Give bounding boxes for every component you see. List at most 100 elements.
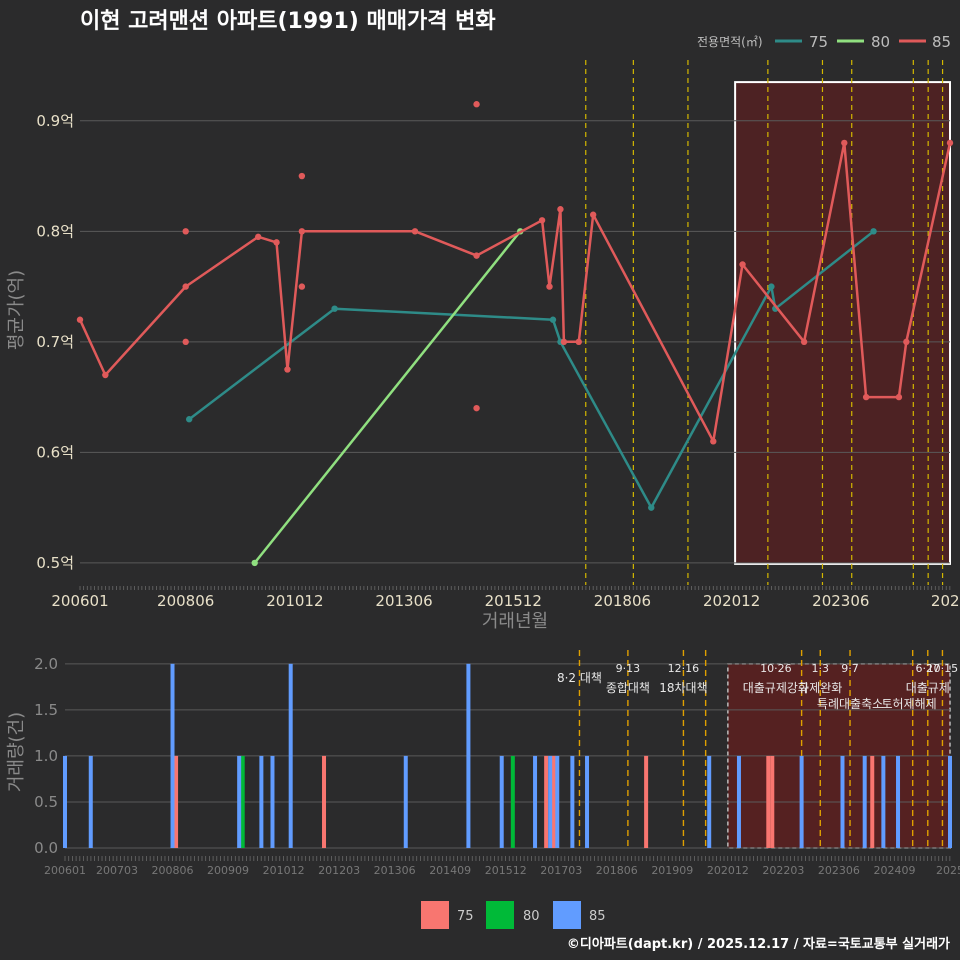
x-tick-label: 202012 [707,864,749,877]
volume-panel: 0.0 0.5 1.0 1.5 2.0 200601 200703 200806 200909 2… [34,650,960,877]
x-tick-label: 201512 [485,592,542,610]
top-legend: 전용면적(㎡) 75 80 85 [697,33,951,51]
bottom-legend-label-80: 80 [523,909,540,924]
data-point-85 [254,233,262,241]
data-point-85 [182,283,189,290]
data-point-85 [102,371,109,379]
data-point-85 [557,206,564,213]
y-tick-label: 1.5 [34,701,58,719]
series-line-80 [253,230,522,564]
data-point-75 [768,283,775,290]
data-point-75 [185,416,193,423]
x-tick-label: 201012 [266,592,323,610]
policy-date-label: 12·16 [668,662,700,675]
data-point-85 [298,228,306,235]
data-point-85 [546,283,553,290]
policy-name-label: 특례대출축소 [817,697,883,711]
policy-date-label: 1·3 [812,662,830,675]
y-tick-label: 0.6억 [36,443,74,461]
y-tick-label: 1.0 [34,747,58,765]
data-point-85 [903,338,910,346]
data-point-85 [473,252,480,259]
highlight-region [734,81,951,565]
volume-bar-85 [237,755,242,848]
volume-bar-85 [270,755,275,848]
volume-bar-80 [240,755,245,848]
chart-title: 이현 고려맨션 아파트(1991) 매매가격 변화 [80,9,496,34]
x-tick-label: 200806 [157,592,214,610]
x-tick-label: 202409 [873,864,915,877]
x-tick-label: 200601 [51,592,108,610]
policy-date-label: 9·7 [841,662,859,675]
volume-bar-85 [585,755,590,848]
volume-bar-75 [544,755,549,848]
x-tick-label: 200703 [96,864,138,877]
data-point-85 [560,338,568,346]
volume-bar-85 [466,663,471,848]
y-tick-label: 0.8억 [36,222,74,240]
bottom-legend: 75 80 85 [421,901,606,929]
data-point-85 [895,393,903,401]
data-point-85 [800,338,808,346]
data-point-85 [411,228,419,235]
volume-bar-75 [322,755,327,848]
volume-bar-85 [259,755,264,848]
bottom-legend-swatch-80 [486,901,514,929]
policy-name-label: 규제완화 [798,681,842,695]
volume-bar-85 [799,755,804,848]
data-point-75 [870,228,877,235]
volume-bar-75 [770,755,775,848]
volume-bar-85 [948,755,952,848]
volume-bar-75 [644,755,649,848]
data-point-85 [538,217,546,224]
data-point-75 [648,504,655,511]
x-tick-label: 202012 [703,592,760,610]
x-tick-label: 201306 [375,592,432,610]
x-tick-label: 202306 [812,592,869,610]
price-panel: 0.5억 0.6억 0.7억 0.8억 0.9억 200601 200806 201012 20… [36,60,960,610]
volume-bar-85 [862,755,867,848]
bottom-legend-swatch-75 [421,901,449,929]
bottom-legend-label-85: 85 [589,909,606,924]
policy-name-label: 18차대책 [659,680,707,695]
data-point-85 [710,438,717,445]
volume-bar-85 [736,755,741,848]
data-point-85 [284,366,291,373]
x-tick-label: 201806 [594,592,651,610]
volume-bar-85 [533,755,538,848]
data-point-75 [331,305,338,312]
policy-name-label: 대출규제강화 [743,681,809,695]
x-tick-label: 201806 [596,864,638,877]
volume-bar-75 [870,755,875,848]
volume-bar-85 [896,755,901,848]
legend-label-75: 75 [809,33,828,51]
volume-bar-85 [403,755,408,848]
volume-bar-75 [174,755,179,848]
top-y-axis-title: 평균가(억) [6,270,27,350]
volume-bar-75 [766,755,771,848]
policy-name-label: 종합대책 [606,680,650,695]
volume-bar-85 [63,755,67,848]
volume-bar-85 [288,663,293,848]
x-tick-label: 202306 [818,864,860,877]
data-point-85 [182,338,189,346]
volume-bar-85 [840,755,845,848]
legend-label-80: 80 [871,33,890,51]
x-tick-label: 2025 [936,864,960,877]
policy-date-label: 10·26 [760,662,792,675]
x-tick-label: 201203 [318,864,360,877]
data-point-85 [739,261,746,268]
legend-title: 전용면적(㎡) [697,35,763,49]
y-tick-label: 0.7억 [36,333,74,351]
volume-bar-85 [881,755,886,848]
volume-bar-85 [707,755,712,848]
x-tick-label: 200601 [44,864,86,877]
x-tick-label: 202203 [762,864,804,877]
y-tick-label: 0.9억 [36,112,74,130]
top-x-axis-title: 거래년월 [482,611,548,632]
data-point-85 [182,228,189,235]
volume-bar-75 [551,755,556,848]
data-point-85 [473,101,480,108]
volume-bar-85 [88,755,93,848]
